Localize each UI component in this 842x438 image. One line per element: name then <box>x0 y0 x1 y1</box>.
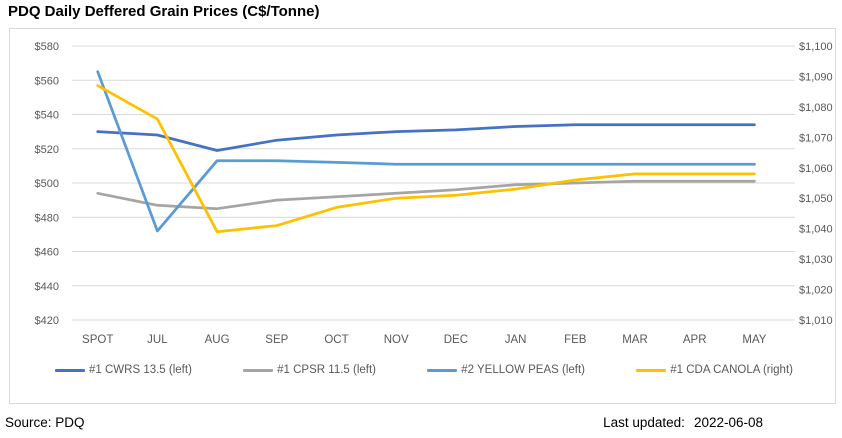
chart-container: $580 $560 $540 $520 $500 $480 $460 $440 $420 $1,1… <box>9 28 836 404</box>
x-axis-label: JAN <box>505 334 527 346</box>
x-axis-label: APR <box>683 334 707 346</box>
last-updated-value: 2022-06-08 <box>693 414 763 430</box>
series-line-0 <box>96 123 756 152</box>
chart-title: PDQ Daily Deffered Grain Prices (C$/Tonn… <box>8 3 320 20</box>
left-axis-tick-label: $560 <box>35 75 59 87</box>
last-updated: Last updated: 2022-06-08 <box>603 415 763 430</box>
x-axis-label: NOV <box>384 334 409 346</box>
series-line-1 <box>96 179 756 211</box>
series-line-3 <box>96 84 756 234</box>
right-axis-tick-label: $1,010 <box>799 315 833 327</box>
legend-item-yellow-peas: #2 YELLOW PEAS (left) <box>427 364 585 376</box>
legend-item-cwrs-13-5: #1 CWRS 13.5 (left) <box>55 364 192 376</box>
legend-item-cda-canola: #1 CDA CANOLA (right) <box>636 364 793 376</box>
left-axis-tick-label: $540 <box>35 110 59 122</box>
right-axis-tick-label: $1,090 <box>799 71 833 83</box>
left-axis-tick-label: $440 <box>35 281 59 293</box>
x-axis-label: AUG <box>205 334 230 346</box>
chart-legend: #1 CWRS 13.5 (left) #1 CPSR 11.5 (left) … <box>55 357 793 383</box>
legend-label-cwrs: #1 CWRS 13.5 (left) <box>89 364 192 376</box>
legend-label-peas: #2 YELLOW PEAS (left) <box>461 364 586 376</box>
legend-item-cpsr-11-5: #1 CPSR 11.5 (left) <box>243 364 376 376</box>
source-text: Source: PDQ <box>5 414 85 430</box>
right-axis-tick-label: $1,050 <box>799 193 833 205</box>
last-updated-label: Last updated: <box>603 414 685 430</box>
right-axis-tick-label: $1,070 <box>799 132 833 144</box>
right-axis-tick-label: $1,030 <box>799 254 833 266</box>
left-axis-tick-label: $500 <box>35 178 59 190</box>
legend-line-swatch-cpsr <box>243 368 274 372</box>
x-axis-label: JUL <box>147 334 168 346</box>
legend-line-swatch-cwrs <box>55 368 85 372</box>
series-line-2 <box>96 70 756 233</box>
x-axis-label: SPOT <box>82 334 113 346</box>
right-axis-tick-label: $1,100 <box>799 41 833 53</box>
left-axis-tick-label: $460 <box>35 247 59 259</box>
legend-label-cpsr: #1 CPSR 11.5 (left) <box>277 364 376 376</box>
right-axis-tick-label: $1,020 <box>799 285 833 297</box>
left-axis-tick-label: $580 <box>35 41 59 53</box>
x-axis-label: MAY <box>742 334 766 346</box>
x-axis-label: DEC <box>444 334 468 346</box>
legend-line-swatch-canola <box>636 368 667 372</box>
chart-canvas: $580 $560 $540 $520 $500 $480 $460 $440 $420 $1,1… <box>35 41 833 346</box>
right-axis-tick-label: $1,040 <box>799 224 833 236</box>
x-axis-label: FEB <box>564 334 587 346</box>
left-axis-tick-label: $520 <box>35 144 59 156</box>
left-axis-tick-label: $480 <box>35 212 59 224</box>
legend-label-canola: #1 CDA CANOLA (right) <box>670 364 793 376</box>
footer: Source: PDQ Last updated: 2022-06-08 <box>0 410 842 434</box>
left-axis-tick-label: $420 <box>35 315 59 327</box>
x-axis-label: SEP <box>265 334 288 346</box>
right-axis-tick-label: $1,060 <box>799 163 833 175</box>
right-axis-tick-label: $1,080 <box>799 102 833 114</box>
legend-line-swatch-peas <box>427 368 458 372</box>
x-axis-label: MAR <box>622 334 648 346</box>
x-axis-label: OCT <box>324 334 348 346</box>
